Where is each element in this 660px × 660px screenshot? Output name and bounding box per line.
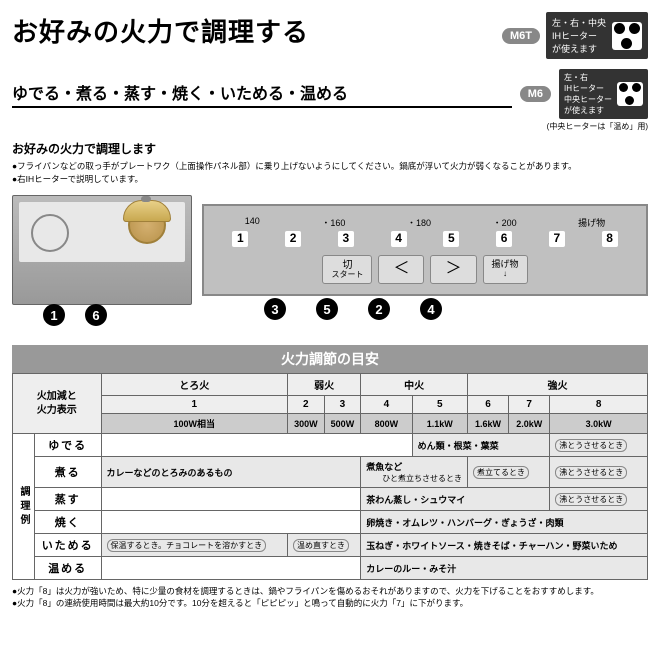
off-start-button[interactable]: 切 スタート — [322, 255, 372, 285]
control-panel: 140 ・160 ・180 ・200 揚げ物 1 2 3 4 5 6 7 8 切… — [202, 204, 648, 297]
bottom-note-2: ●火力「8」の連続使用時間は最大約10分です。10分を超えると「ピピピッ」と鳴っ… — [12, 598, 648, 610]
fry-button[interactable]: 揚げ物 ↓ — [483, 255, 528, 285]
desc-title: お好みの火力で調理します — [12, 140, 648, 157]
burner-dots-icon — [617, 82, 643, 106]
note-1: ●フライパンなどの取っ手がプレートワク（上面操作パネル部）に乗り上げないようにし… — [12, 161, 648, 172]
power-level-row: 1 2 3 4 5 6 7 8 — [214, 231, 636, 247]
decrease-button[interactable]: ＜ — [378, 255, 424, 285]
heater-note: (中央ヒーターは「温め」用) — [12, 121, 648, 132]
heat-table: 火加減と 火力表示 とろ火 弱火 中火 強火 1 2 3 4 5 6 7 8 1… — [12, 373, 648, 580]
indicator-6: 6 — [85, 304, 107, 326]
increase-button[interactable]: ＞ — [430, 255, 476, 285]
indicator-3: 3 — [264, 298, 286, 320]
indicator-5: 5 — [316, 298, 338, 320]
temp-row: 140 ・160 ・180 ・200 揚げ物 — [214, 216, 636, 229]
heater-info-2: 左・右 IHヒーター 中央ヒーター が使えます — [559, 69, 648, 119]
note-2: ●右IHヒーターで説明しています。 — [12, 174, 648, 185]
indicator-4: 4 — [420, 298, 442, 320]
indicator-2: 2 — [368, 298, 390, 320]
bottom-note-1: ●火力「8」は火力が強いため、特に少量の食材を調理するときは、鍋やフライパンを傷… — [12, 586, 648, 598]
subtitle: ゆでる・煮る・蒸す・焼く・いためる・温める — [12, 80, 512, 108]
indicator-1: 1 — [43, 304, 65, 326]
cooktop-illustration: 1 6 — [12, 195, 192, 305]
burner-dots-icon — [612, 22, 642, 50]
badge-m6t: M6T — [502, 28, 540, 44]
table-title: 火力調節の目安 — [12, 345, 648, 373]
cooking-examples-label: 調理例 — [13, 434, 35, 580]
badge-m6: M6 — [520, 86, 551, 102]
main-title: お好みの火力で調理する — [12, 12, 494, 49]
heater-info-1: 左・右・中央 IHヒーター が使えます — [546, 12, 648, 59]
